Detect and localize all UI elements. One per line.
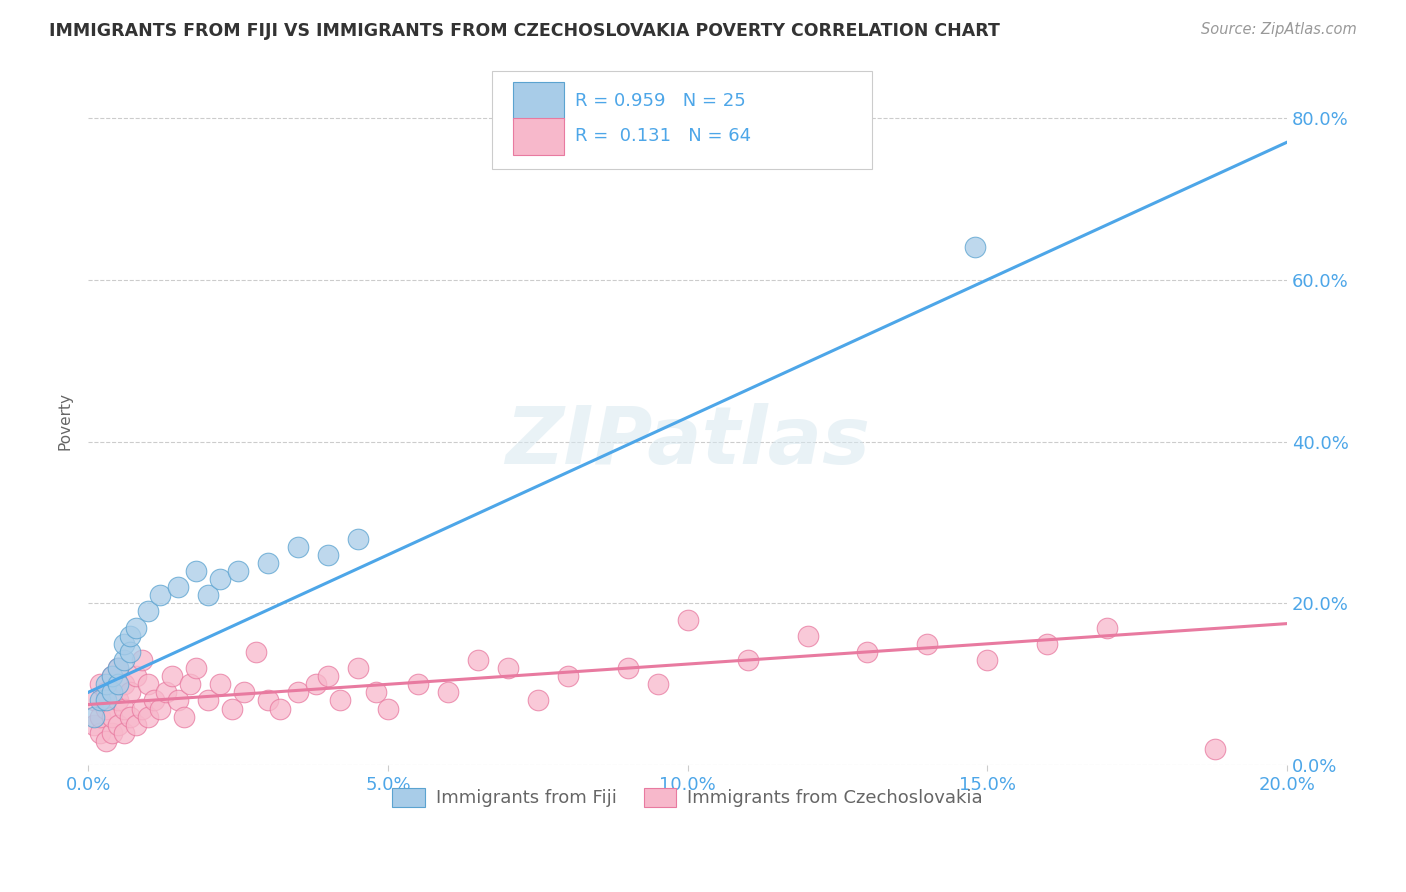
Point [101,709,124,723]
Text: R = 0.959   N = 25: R = 0.959 N = 25 [575,92,745,110]
Point [89,709,111,723]
Text: IMMIGRANTS FROM FIJI VS IMMIGRANTS FROM CZECHOSLOVAKIA POVERTY CORRELATION CHART: IMMIGRANTS FROM FIJI VS IMMIGRANTS FROM … [49,22,1000,40]
Point [1097,621,1119,635]
Point [557,669,579,683]
Point [83,717,105,731]
Point [101,685,124,699]
Point [233,685,256,699]
Point [107,677,129,691]
Point [83,709,105,723]
Point [329,693,352,707]
Point [120,645,142,659]
Point [120,685,142,699]
Point [796,629,818,643]
Point [173,709,195,723]
Point [917,637,939,651]
Point [965,240,987,254]
Point [160,669,183,683]
Point [112,653,135,667]
Point [149,701,172,715]
Point [1204,742,1226,756]
Point [305,677,328,691]
Point [647,677,669,691]
Point [676,613,699,627]
Point [377,701,399,715]
Point [120,629,142,643]
Point [94,701,117,715]
Point [179,677,201,691]
Point [136,605,159,619]
Point [616,661,638,675]
Point [287,540,309,554]
Point [856,645,879,659]
Point [316,669,339,683]
Point [131,701,153,715]
Point [245,645,267,659]
Point [976,653,998,667]
Point [136,709,159,723]
Point [125,621,148,635]
Legend: Immigrants from Fiji, Immigrants from Czechoslovakia: Immigrants from Fiji, Immigrants from Cz… [385,780,990,814]
Point [347,532,370,546]
Point [184,564,207,578]
Point [526,693,548,707]
Point [316,548,339,562]
Point [184,661,207,675]
Point [101,669,124,683]
Point [143,693,166,707]
Point [269,701,291,715]
Point [89,693,111,707]
Point [125,669,148,683]
Point [257,693,280,707]
Point [83,693,105,707]
Point [89,677,111,691]
Point [257,556,280,570]
Point [101,726,124,740]
Point [226,564,249,578]
Point [94,693,117,707]
Point [467,653,489,667]
Point [155,685,177,699]
Point [347,661,370,675]
Point [208,572,231,586]
Point [287,685,309,699]
Point [112,701,135,715]
Point [120,709,142,723]
Point [496,661,519,675]
Point [406,677,429,691]
Point [737,653,759,667]
Point [112,637,135,651]
Y-axis label: Poverty: Poverty [58,392,72,450]
Point [107,661,129,675]
Point [107,717,129,731]
Point [112,726,135,740]
Text: R =  0.131   N = 64: R = 0.131 N = 64 [575,128,751,145]
Point [101,669,124,683]
Point [94,685,117,699]
Point [149,588,172,602]
Point [197,693,219,707]
Point [437,685,460,699]
Point [167,693,190,707]
Point [136,677,159,691]
Point [1036,637,1059,651]
Point [167,580,190,594]
Text: ZIPatlas: ZIPatlas [505,403,870,481]
Point [112,677,135,691]
Point [94,734,117,748]
Point [94,677,117,691]
Point [125,717,148,731]
Point [364,685,387,699]
Point [208,677,231,691]
Text: Source: ZipAtlas.com: Source: ZipAtlas.com [1201,22,1357,37]
Point [131,653,153,667]
Point [221,701,243,715]
Point [197,588,219,602]
Point [89,726,111,740]
Point [107,693,129,707]
Point [107,661,129,675]
